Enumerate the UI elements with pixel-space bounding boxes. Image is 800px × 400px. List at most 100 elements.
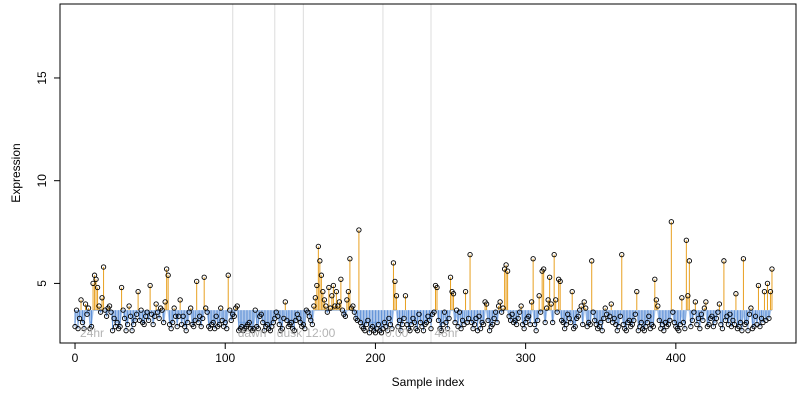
data-point (401, 315, 407, 321)
data-point (601, 315, 607, 321)
data-point (528, 299, 535, 305)
y-axis-title: Expression (9, 143, 23, 202)
data-point (246, 319, 252, 326)
data-point (210, 319, 216, 326)
data-point (392, 278, 398, 285)
data-point (542, 319, 548, 326)
data-point (548, 301, 554, 307)
data-point (177, 297, 183, 303)
data-point (103, 313, 110, 319)
x-tick-label: 300 (516, 351, 536, 365)
data-point (123, 328, 129, 334)
data-point (160, 319, 167, 326)
data-point (356, 227, 362, 233)
data-point (375, 321, 382, 328)
plot-frame (59, 3, 797, 344)
data-point (414, 328, 421, 334)
data-point (390, 260, 397, 266)
data-point (694, 321, 700, 328)
data-point (216, 321, 222, 328)
data-point (698, 311, 705, 317)
data-point (174, 323, 180, 330)
data-point (171, 305, 177, 311)
x-tick-label: 400 (666, 351, 686, 365)
data-point (534, 317, 541, 324)
data-point (118, 284, 125, 291)
data-point (288, 319, 294, 326)
data-point (183, 328, 189, 334)
data-point (330, 282, 337, 289)
data-point (398, 328, 404, 334)
data-point (550, 319, 556, 326)
data-point (446, 315, 452, 321)
data-point (111, 315, 117, 321)
data-point (599, 328, 605, 334)
data-point (544, 305, 550, 311)
data-point (81, 325, 87, 332)
data-point (739, 328, 745, 334)
data-point (646, 313, 652, 319)
data-point (147, 282, 153, 289)
data-point (222, 319, 228, 326)
data-point (547, 274, 553, 280)
data-point (258, 311, 264, 317)
data-point (721, 258, 727, 264)
data-point (159, 307, 165, 313)
x-axis-title: Sample index (392, 375, 465, 389)
data-point (85, 305, 92, 311)
data-point (631, 317, 637, 324)
data-point (697, 325, 703, 332)
data-point (347, 256, 353, 262)
data-point (616, 323, 622, 330)
data-point (162, 299, 168, 305)
data-point (402, 293, 409, 299)
data-point (76, 315, 83, 321)
data-point (342, 313, 349, 319)
data-point (682, 325, 688, 332)
phase-label: dawn (238, 326, 267, 340)
data-point (655, 303, 661, 309)
data-point (715, 309, 721, 315)
data-point (127, 313, 134, 319)
data-point (623, 328, 629, 334)
data-point (114, 319, 120, 326)
data-point (608, 301, 614, 307)
data-point (135, 288, 141, 295)
x-tick-label: 100 (215, 351, 235, 365)
data-point (173, 313, 179, 319)
data-point (632, 311, 638, 317)
data-point (619, 252, 625, 258)
data-point (194, 278, 200, 285)
data-point (587, 321, 593, 328)
y-axis: 5 10 15 (35, 71, 60, 287)
data-point (703, 299, 709, 305)
data-point (260, 319, 266, 326)
data-point (553, 297, 559, 303)
data-point (676, 328, 682, 334)
data-point (434, 284, 440, 291)
data-point (227, 307, 233, 313)
data-point (185, 319, 191, 326)
data-point (492, 309, 499, 315)
data-point (670, 309, 676, 315)
data-point (276, 321, 282, 328)
data-point (326, 284, 332, 291)
data-point (489, 321, 496, 328)
data-point (124, 321, 131, 328)
data-point (513, 321, 520, 328)
phase-label: 24hr (80, 326, 104, 340)
data-point (82, 301, 89, 307)
data-point (757, 323, 763, 330)
data-point (456, 309, 463, 315)
data-point (351, 309, 358, 315)
data-point (471, 321, 478, 328)
data-point (447, 274, 454, 280)
data-point (580, 321, 586, 328)
data-point (93, 276, 99, 282)
data-point (767, 288, 774, 295)
y-tick-label: 15 (35, 71, 49, 85)
data-point (218, 305, 224, 311)
data-point (731, 321, 738, 328)
data-point (407, 328, 413, 334)
data-point (324, 309, 331, 315)
